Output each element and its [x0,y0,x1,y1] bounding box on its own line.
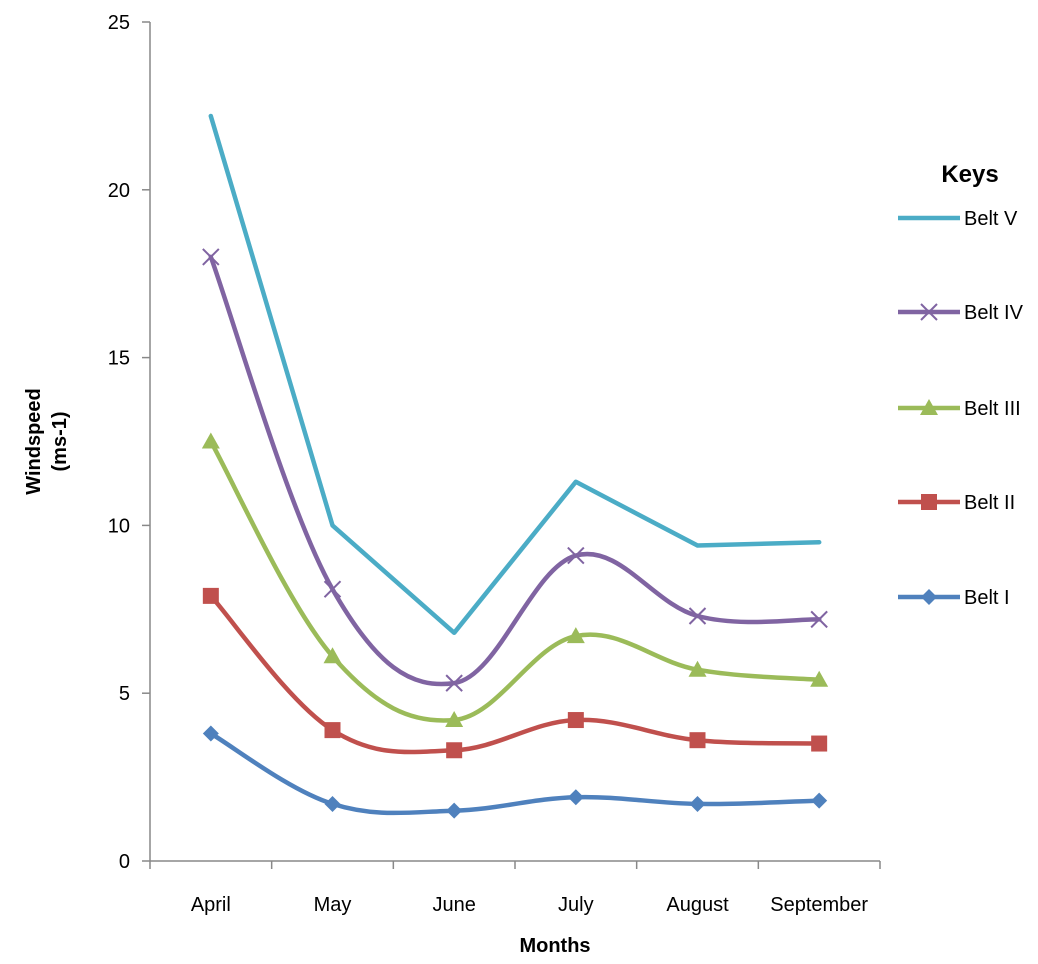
data-point-belt-iii [688,660,707,677]
data-point-belt-iv [445,674,463,692]
y-axis-title-line: Windspeed [23,388,45,495]
data-point-belt-ii [202,587,219,604]
series-line-belt-iii [208,439,822,723]
legend-label: Belt V [964,208,1018,230]
data-point-belt-i [324,795,341,812]
data-point-belt-iii [323,647,342,664]
legend-item-belt-i: Belt I [898,587,1010,609]
data-point-belt-iii [566,627,585,644]
legend-label: Belt I [964,587,1010,609]
legend-item-belt-iv: Belt IV [898,302,1024,324]
data-point-belt-i [811,792,828,809]
legend-marker [921,589,937,605]
legend-marker [920,399,938,415]
y-axis-title-line: (ms-1) [49,411,71,471]
data-point-belt-ii [446,742,463,759]
y-tick-label: 20 [108,180,130,202]
x-tick-label: July [558,894,594,916]
series-belt-iii [201,432,829,728]
legend: Keys Belt V Belt IV Belt III Belt II Belt I [898,161,1024,609]
data-point-belt-ii [811,735,828,752]
legend-label: Belt III [964,398,1021,420]
legend-marker [921,494,937,510]
x-tick-label: April [191,894,231,916]
y-tick-label: 10 [108,515,130,537]
legend-item-belt-iii: Belt III [898,398,1021,420]
data-point-belt-ii [689,732,706,749]
series-belt-i [202,725,828,819]
data-point-belt-i [689,795,706,812]
legend-title: Keys [941,161,998,188]
series-line-belt-v [208,113,822,636]
y-tick-label: 25 [108,12,130,34]
x-tick-label: September [770,894,868,916]
series-line-belt-iv [208,254,822,687]
data-point-belt-iv [567,546,585,565]
data-point-belt-i [567,789,584,806]
series-belt-v [208,113,822,636]
x-tick-label: June [432,894,475,916]
series-belt-ii [202,587,828,759]
legend-item-belt-v: Belt V [898,208,1018,230]
data-point-belt-iii [201,432,220,449]
series-line-belt-ii [208,593,822,755]
legend-label: Belt II [964,492,1015,514]
x-axis-ticks: April May June July August September [149,861,881,916]
data-point-belt-ii [567,712,584,729]
y-axis-ticks: 0 5 10 15 20 25 [108,12,150,873]
data-point-belt-iv [323,580,342,598]
data-point-belt-i [446,802,463,819]
legend-marker [920,303,938,321]
y-tick-label: 15 [108,348,130,370]
series-belt-iv [202,248,828,692]
series-group [201,113,829,819]
data-point-belt-ii [324,722,341,739]
y-axis-title: Windspeed (ms-1) [23,388,71,495]
x-axis-title: Months [519,935,590,957]
data-point-belt-i [202,725,219,742]
legend-item-belt-ii: Belt II [898,492,1015,514]
data-point-belt-iv [688,607,707,625]
x-tick-label: May [314,894,352,916]
y-tick-label: 5 [119,683,130,705]
data-point-belt-iii [810,670,829,687]
x-tick-label: August [666,894,729,916]
series-line-belt-i [208,731,822,816]
legend-label: Belt IV [964,302,1024,324]
data-point-belt-iii [445,711,464,728]
data-point-belt-iv [202,248,220,266]
data-point-belt-iv [810,610,828,629]
y-tick-label: 0 [119,851,130,873]
